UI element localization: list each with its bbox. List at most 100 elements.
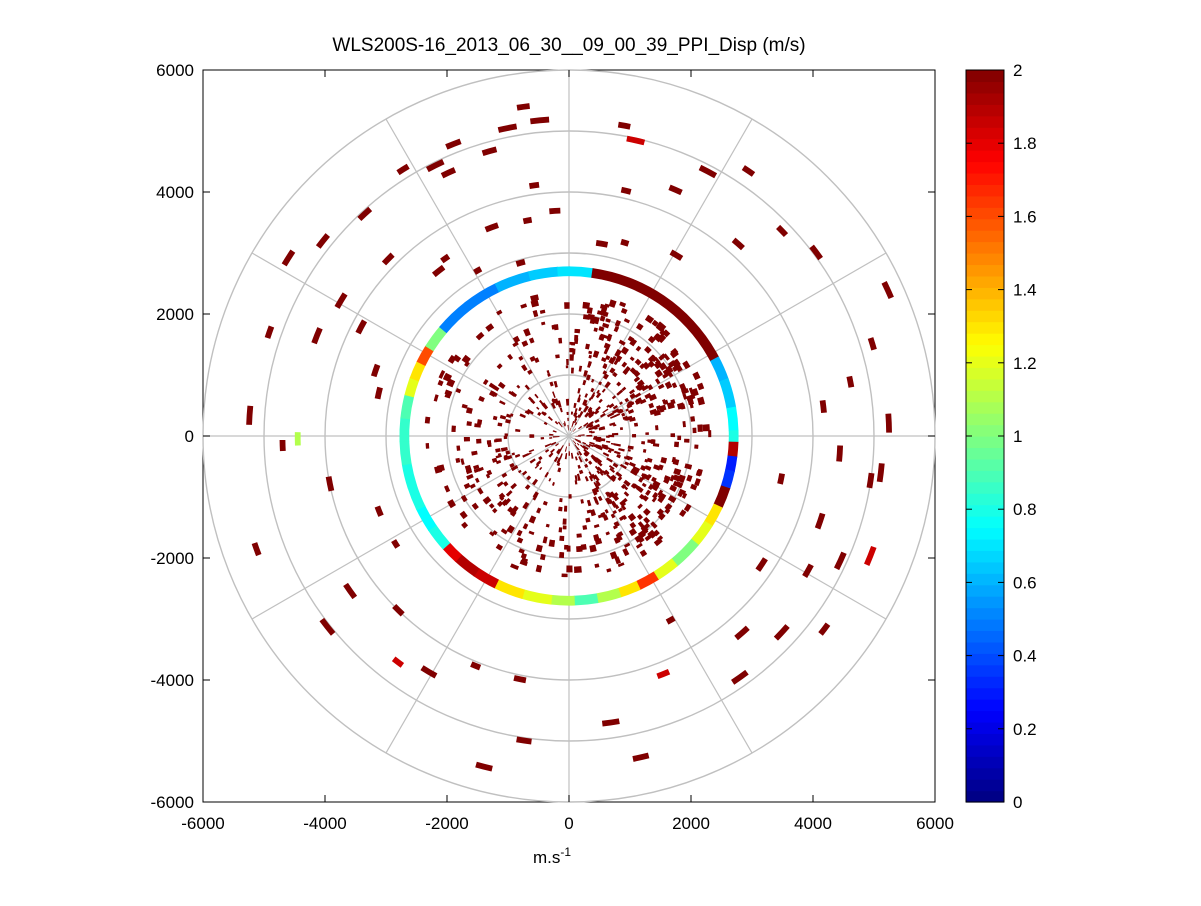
data-gate [461,354,471,364]
data-gate [588,412,594,419]
data-gate [587,361,592,368]
colorbar-step [966,481,1004,494]
colorbar: 0 0.2 0.4 0.6 0.8 1 1.2 1.4 1.6 1.8 2 [965,61,1037,812]
data-gate [574,412,578,418]
data-gate [819,399,827,414]
data-gate [520,303,528,309]
data-gate [574,408,578,414]
data-gate [544,471,549,478]
colorbar-step [966,516,1004,529]
colorbar-step [966,561,1004,574]
data-gate [866,472,875,489]
ring-segment [409,360,426,382]
colorbar-tick-label: 1.2 [1013,354,1037,373]
data-gate [577,464,581,469]
data-gate [482,379,489,386]
ring-segment [416,505,437,531]
ring-segment [425,326,448,352]
data-gate [500,528,508,535]
data-gate [641,475,646,480]
data-gate [463,436,471,442]
data-gate [670,433,675,438]
data-gate [583,452,588,457]
data-gate [639,549,648,557]
data-gate [552,482,555,486]
data-gate [495,448,501,453]
data-gate [536,507,542,514]
data-gate [594,487,600,493]
data-gate [608,464,615,470]
data-gate [574,444,579,450]
data-gate [612,371,618,378]
colorbar-step [966,378,1004,391]
data-gate [594,465,600,471]
data-gate [876,463,885,483]
data-gate [499,414,507,420]
data-gate [461,521,469,529]
data-gate [599,315,606,322]
data-gate [603,342,611,350]
colorbar-step [966,699,1004,712]
data-gate [505,490,513,497]
data-gate [682,420,686,428]
data-gate [574,328,581,334]
data-gate [547,416,553,421]
data-gate [611,432,619,436]
data-gate [632,433,637,438]
data-gate [597,514,603,519]
data-gate [532,310,539,318]
data-gate [755,557,768,572]
colorbar-step [966,424,1004,437]
ring-segment [726,406,739,432]
data-gate [611,474,617,480]
data-gate [518,355,524,361]
data-gate [604,509,609,514]
x-tick-label: 4000 [794,814,832,833]
data-gate [658,404,667,412]
data-gate [599,471,604,476]
ring-segment [707,351,720,362]
data-gate [606,404,611,408]
data-gate [635,542,643,549]
data-gate [606,435,610,438]
data-gate [571,367,574,374]
data-gate [477,487,484,495]
data-gate [447,499,456,509]
data-gate [319,617,336,636]
data-gate [651,319,659,327]
y-tick-label: -2000 [151,549,194,568]
colorbar-step [966,333,1004,346]
data-gate [557,467,562,473]
data-gate [671,382,678,389]
data-gate [512,341,519,348]
plot-area [202,69,936,803]
data-gate [627,409,635,414]
data-gate [516,103,530,111]
data-gate [667,495,677,504]
data-gate [556,450,560,454]
data-gate [593,481,599,489]
data-gate [613,358,620,366]
data-gate [622,497,628,504]
data-gate [574,415,578,422]
data-gate [584,451,590,456]
data-gate [574,422,578,426]
data-gate [391,656,405,668]
data-gate [478,395,485,402]
y-tick-label: 2000 [156,305,194,324]
data-gate [504,433,508,437]
data-gate [628,461,636,468]
ring-segment [591,268,717,357]
colorbar-step [966,584,1004,597]
data-gate [546,370,550,375]
data-gate [575,435,581,437]
data-gate [597,495,603,502]
data-gate [539,553,546,561]
data-gate [684,463,693,470]
data-gate [657,512,666,521]
data-gate [641,441,646,445]
data-gate [682,393,688,400]
data-gate [357,206,373,221]
x-axis-label-exponent: -1 [560,845,571,859]
data-gate [616,408,622,414]
